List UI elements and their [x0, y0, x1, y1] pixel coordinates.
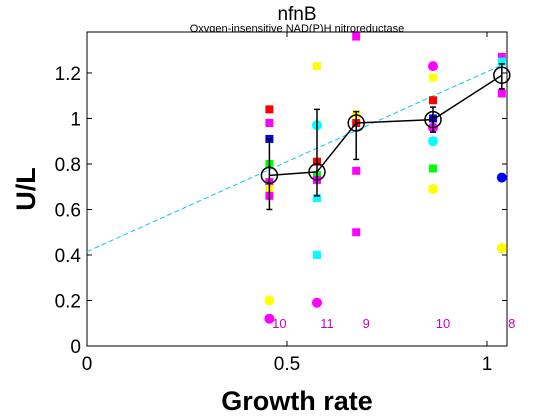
mean-marker-3 [424, 110, 442, 129]
data-point-34 [496, 243, 507, 254]
data-point-21 [352, 228, 361, 237]
mean-marker-4 [493, 66, 511, 84]
chart-title: nfnB [277, 4, 316, 25]
data-point-30 [497, 53, 506, 62]
sample-count-3: 10 [436, 316, 450, 331]
y-tick-label-3: 0.6 [55, 200, 81, 221]
data-point-32 [497, 89, 506, 98]
x-tick-label-1: 0.5 [274, 354, 300, 375]
data-point-15 [313, 250, 321, 259]
y-tick-label-2: 0.4 [55, 246, 82, 267]
x-axis-label: Growth rate [221, 386, 373, 416]
y-tick-label-0: 0 [70, 337, 81, 358]
data-point-17 [352, 32, 361, 41]
data-point-16 [312, 297, 322, 308]
plot-area [86, 31, 508, 347]
mean-marker-0 [260, 166, 279, 185]
sample-count-0: 10 [272, 316, 286, 331]
y-tick-label-1: 0.2 [55, 291, 81, 312]
x-tick-label-0: 0 [82, 354, 93, 375]
mean-marker-2 [347, 114, 365, 132]
sample-count-2: 9 [363, 316, 370, 331]
mean-marker-1 [308, 163, 326, 181]
sample-count-4: 8 [508, 316, 515, 331]
data-point-7 [264, 295, 275, 306]
y-tick-label-4: 0.8 [55, 155, 81, 176]
y-axis-label: U/L [11, 167, 41, 211]
x-tick-label-2: 1 [482, 354, 493, 375]
data-point-29 [428, 184, 438, 194]
data-point-22 [428, 61, 438, 72]
data-point-33 [496, 172, 507, 183]
data-point-0 [265, 105, 274, 114]
y-tick-label-5: 1 [70, 109, 81, 130]
data-point-24 [429, 96, 437, 105]
data-point-23 [429, 73, 437, 82]
data-point-27 [428, 136, 438, 147]
sample-count-1: 11 [320, 316, 334, 331]
data-point-9 [313, 62, 321, 71]
data-point-1 [265, 119, 274, 128]
fit-line [86, 62, 508, 253]
data-point-14 [313, 194, 321, 203]
data-point-20 [352, 166, 361, 175]
data-point-28 [429, 164, 437, 173]
data-point-8 [264, 313, 275, 324]
data-point-31 [497, 57, 506, 66]
y-tick-label-6: 1.2 [55, 64, 81, 85]
